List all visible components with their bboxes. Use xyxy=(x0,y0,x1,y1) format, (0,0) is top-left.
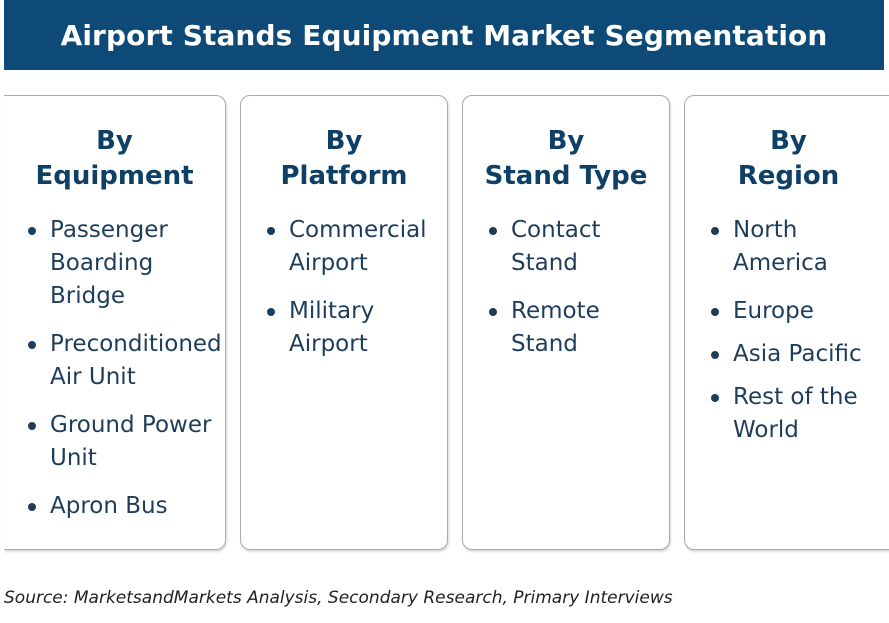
column-stand-type: By Stand Type Contact Stand Remote Stand xyxy=(462,95,670,550)
segmentation-columns: By Equipment Passenger Boarding Bridge P… xyxy=(0,95,889,551)
list-item: Contact Stand xyxy=(463,214,621,280)
segment-list: North America Europe Asia Pacific Rest o… xyxy=(685,214,889,462)
bullet-icon xyxy=(711,351,719,359)
item-label: Passenger Boarding Bridge xyxy=(50,217,168,309)
heading-category: Stand Type xyxy=(484,161,648,191)
source-note: Source: MarketsandMarkets Analysis, Seco… xyxy=(4,588,673,608)
heading-category: Platform xyxy=(280,161,408,191)
list-item: Europe xyxy=(685,295,889,328)
item-label: Remote Stand xyxy=(511,298,600,357)
column-heading: By Stand Type xyxy=(463,124,669,194)
list-item: Rest of the World xyxy=(685,381,873,447)
column-region: By Region North America Europe Asia Paci… xyxy=(684,95,889,550)
item-label: Military Airport xyxy=(289,298,375,357)
bullet-icon xyxy=(711,394,719,402)
item-label: North America xyxy=(733,217,828,276)
list-item: Military Airport xyxy=(241,295,439,361)
bullet-icon xyxy=(28,341,36,349)
bullet-icon xyxy=(267,308,275,316)
column-heading: By Region xyxy=(685,124,889,194)
bullet-icon xyxy=(28,422,36,430)
item-label: Ground Power Unit xyxy=(50,412,212,471)
bullet-icon xyxy=(267,227,275,235)
item-label: Asia Pacific xyxy=(733,341,862,367)
heading-by: By xyxy=(325,126,363,156)
heading-by: By xyxy=(770,126,807,156)
item-label: Apron Bus xyxy=(50,493,168,519)
bullet-icon xyxy=(489,308,497,316)
bullet-icon xyxy=(28,503,36,511)
list-item: Asia Pacific xyxy=(685,338,889,371)
list-item: Passenger Boarding Bridge xyxy=(4,214,210,313)
page-title: Airport Stands Equipment Market Segmenta… xyxy=(60,18,828,52)
heading-category: Region xyxy=(737,161,840,191)
list-item: Ground Power Unit xyxy=(4,409,220,475)
item-label: Contact Stand xyxy=(511,217,601,276)
column-heading: By Equipment xyxy=(4,124,225,194)
item-label: Rest of the World xyxy=(733,384,858,443)
item-label: Preconditioned Air Unit xyxy=(50,331,222,390)
title-banner: Airport Stands Equipment Market Segmenta… xyxy=(4,0,884,70)
list-item: Apron Bus xyxy=(4,490,225,523)
item-label: Commercial Airport xyxy=(289,217,427,276)
list-item: North America xyxy=(685,214,843,280)
segment-list: Passenger Boarding Bridge Preconditioned… xyxy=(4,214,225,538)
list-item: Remote Stand xyxy=(463,295,621,361)
list-item: Commercial Airport xyxy=(241,214,439,280)
column-equipment: By Equipment Passenger Boarding Bridge P… xyxy=(4,95,226,550)
list-item: Preconditioned Air Unit xyxy=(4,328,222,394)
bullet-icon xyxy=(489,227,497,235)
column-heading: By Platform xyxy=(241,124,447,194)
bullet-icon xyxy=(711,227,719,235)
bullet-icon xyxy=(711,308,719,316)
bullet-icon xyxy=(28,227,36,235)
item-label: Europe xyxy=(733,298,814,324)
segment-list: Contact Stand Remote Stand xyxy=(463,214,669,376)
segment-list: Commercial Airport Military Airport xyxy=(241,214,447,376)
heading-by: By xyxy=(547,126,585,156)
heading-by: By xyxy=(96,126,133,156)
heading-category: Equipment xyxy=(35,161,194,191)
column-platform: By Platform Commercial Airport Military … xyxy=(240,95,448,550)
